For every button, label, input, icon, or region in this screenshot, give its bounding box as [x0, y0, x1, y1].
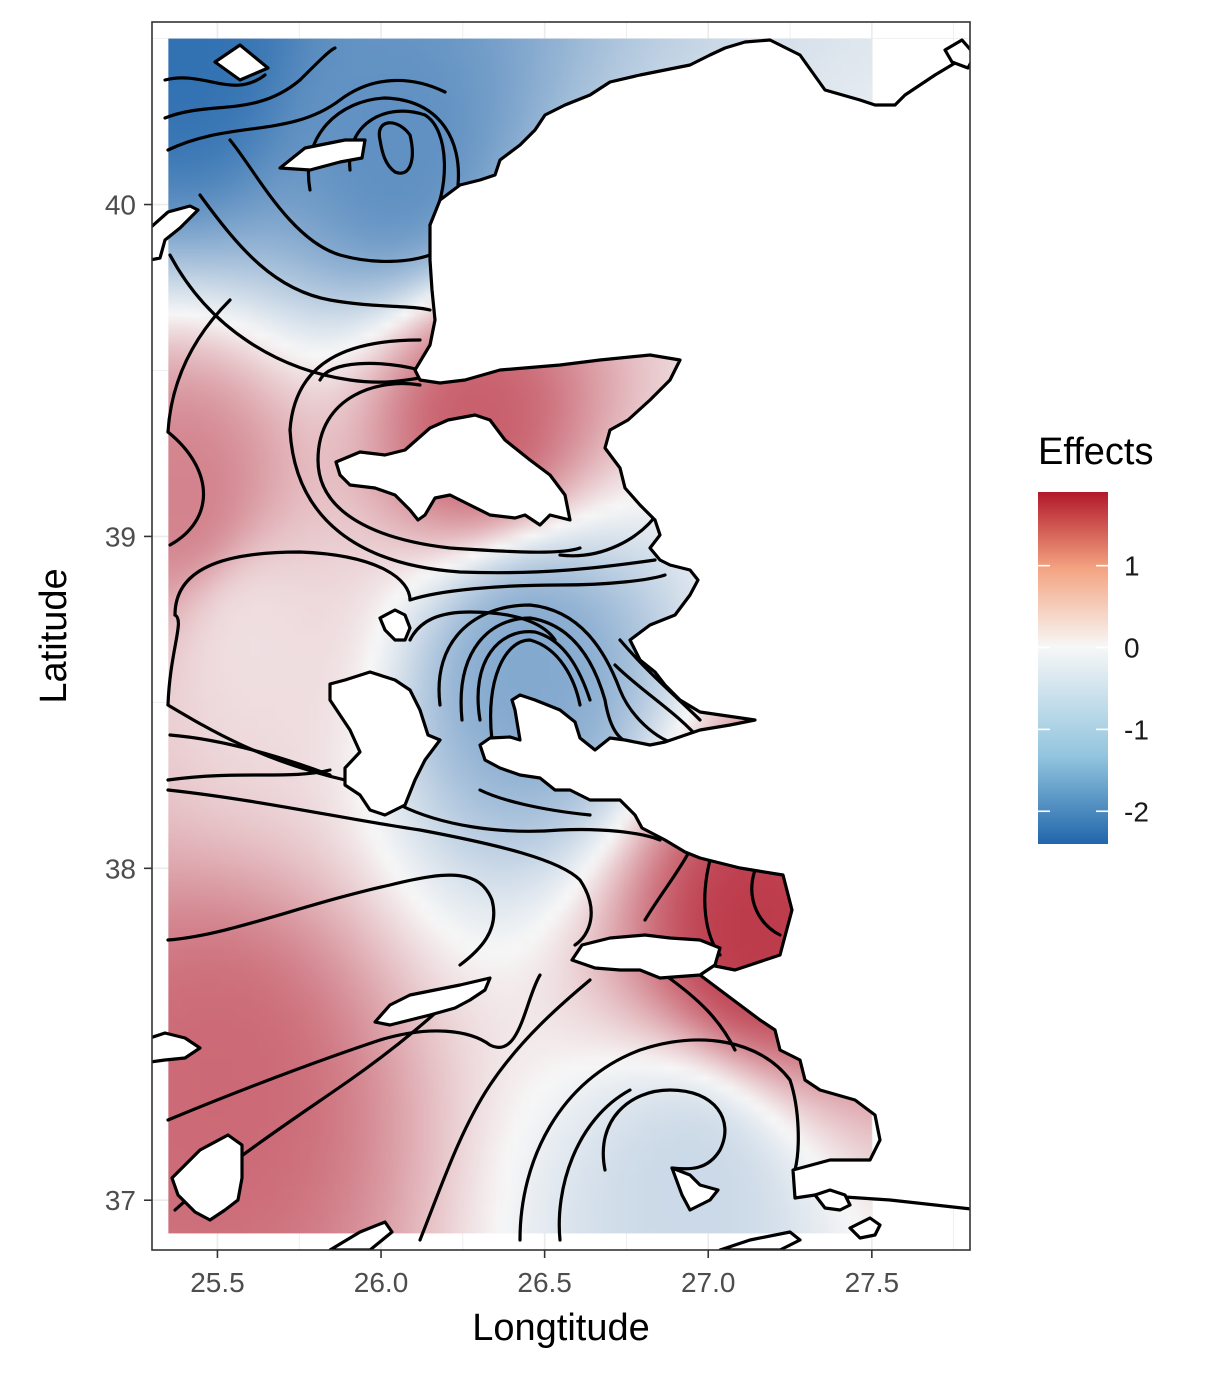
contour-line	[476, 630, 592, 722]
y-tick-label: 38	[105, 853, 136, 884]
x-tick-label: 26.0	[354, 1267, 409, 1298]
y-tick-label: 37	[105, 1185, 136, 1216]
land-island	[328, 670, 442, 817]
contour-line	[198, 193, 432, 312]
land-island	[570, 933, 722, 980]
contour-line	[557, 1088, 632, 1242]
contour-line	[316, 458, 582, 554]
land-island	[378, 608, 412, 642]
contour-line	[398, 803, 662, 842]
color-legend: Effects 1 0 -1 -2	[1038, 431, 1153, 844]
land-island	[373, 976, 492, 1027]
contour-line	[166, 768, 332, 782]
contour-line	[408, 610, 557, 642]
contour-lines	[163, 46, 800, 1242]
legend-label: 0	[1124, 633, 1140, 664]
y-tick-label: 39	[105, 521, 136, 552]
contour-line	[166, 613, 180, 707]
y-axis: 37 38 39 40	[105, 190, 152, 1216]
contour-line	[166, 973, 542, 1122]
contour-line	[166, 78, 447, 152]
contour-line	[437, 603, 682, 747]
land-island	[328, 1220, 394, 1250]
contour-line	[418, 978, 592, 1242]
land-island	[334, 413, 572, 527]
x-tick-label: 26.5	[517, 1267, 572, 1298]
land-island	[813, 1188, 852, 1212]
contour-line	[518, 1038, 800, 1242]
x-tick-label: 27.0	[681, 1267, 736, 1298]
contour-line	[166, 873, 496, 967]
land-island	[670, 1166, 720, 1212]
contour-line	[348, 109, 446, 227]
contour-line	[459, 616, 642, 747]
land-island	[278, 138, 367, 172]
contour-line	[318, 361, 422, 382]
contour-line	[288, 428, 657, 575]
contour-line	[288, 338, 422, 432]
plot-panel	[151, 21, 971, 1251]
land-island	[718, 1230, 802, 1250]
contour-line	[663, 973, 737, 1052]
legend-label: -1	[1124, 714, 1149, 745]
contour-line	[163, 73, 267, 87]
land-island	[152, 204, 200, 262]
y-tick-label: 40	[105, 190, 136, 221]
contour-line	[377, 121, 414, 175]
land-island	[170, 1133, 244, 1222]
contour-line	[173, 550, 667, 617]
land-masses	[152, 22, 970, 1250]
y-axis-title: Latitude	[33, 568, 75, 703]
panel-border	[151, 21, 971, 1251]
contour-line	[478, 788, 592, 817]
contour-line	[601, 1088, 727, 1172]
x-tick-label: 25.5	[190, 1267, 245, 1298]
land-island	[848, 1216, 882, 1240]
contour-line	[489, 638, 582, 742]
legend-colorbar	[1038, 492, 1108, 844]
contour-line	[750, 868, 782, 937]
contour-line	[643, 848, 692, 922]
legend-label: -2	[1124, 796, 1149, 827]
contour-line	[228, 138, 432, 263]
x-axis-title: Longtitude	[472, 1307, 650, 1349]
legend-label: 1	[1124, 551, 1140, 582]
contour-line	[168, 253, 422, 384]
contour-line	[163, 46, 337, 120]
contour-line	[166, 298, 232, 434]
contour-line	[168, 733, 332, 777]
land-island	[943, 38, 970, 70]
legend-ticks: 1 0 -1 -2	[1038, 551, 1149, 827]
x-tick-label: 27.5	[845, 1267, 900, 1298]
land-island	[213, 43, 270, 82]
contour-line	[166, 430, 205, 547]
x-axis: 25.5 26.0 26.5 27.0 27.5	[190, 1250, 899, 1298]
contour-line	[166, 788, 593, 947]
legend-title: Effects	[1038, 431, 1153, 473]
